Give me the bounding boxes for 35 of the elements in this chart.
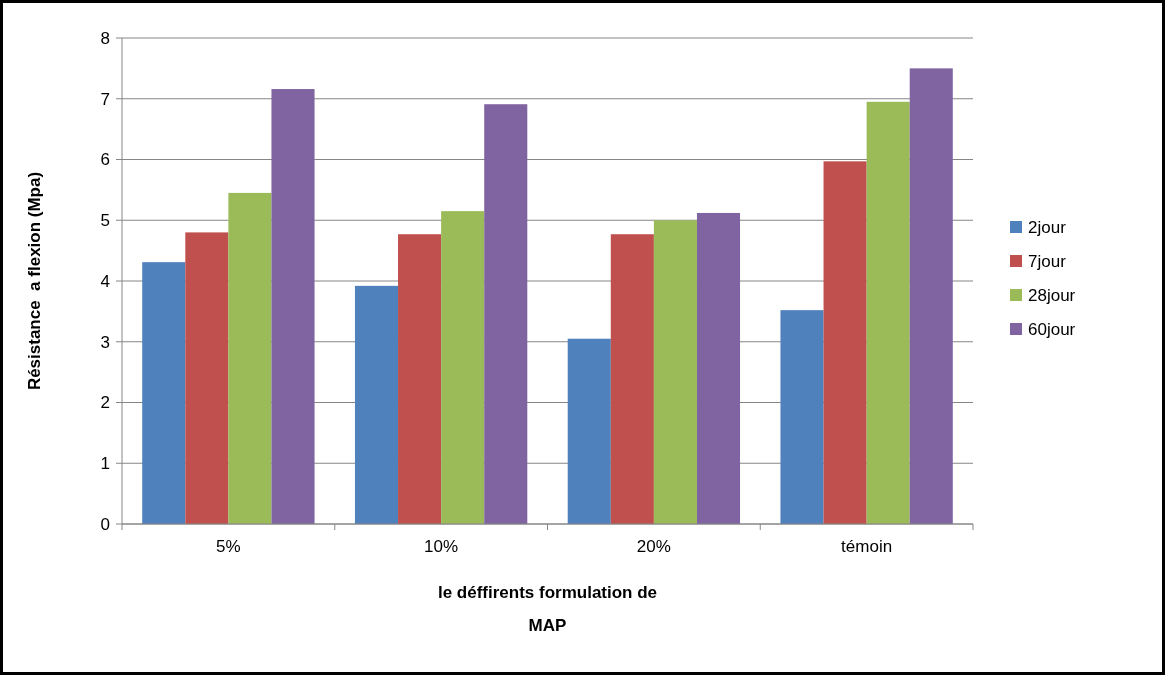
bar (696, 212, 741, 524)
legend-label: 2jour (1028, 217, 1067, 237)
bar (484, 104, 528, 524)
y-tick-label: 3 (100, 332, 110, 352)
bar (441, 211, 485, 524)
x-axis-title: le déffirents formulation de MAP (437, 583, 658, 635)
x-tick-label: 10% (424, 537, 459, 556)
y-tick-label: 5 (100, 211, 110, 231)
legend-label: 60jour (1028, 319, 1076, 339)
x-tick-label: 20% (636, 537, 671, 556)
y-tick-label: 0 (100, 514, 110, 534)
bar (866, 101, 910, 524)
bar (823, 161, 867, 524)
bar (228, 192, 272, 524)
bar (780, 310, 824, 524)
legend-label: 28jour (1028, 285, 1076, 305)
y-axis-title: Résistance a flexion (Mpa) (25, 171, 44, 391)
y-tick-label: 8 (100, 28, 110, 48)
y-tick-label: 1 (100, 454, 110, 474)
y-tick-label: 7 (100, 89, 110, 109)
bar (142, 262, 186, 524)
y-tick-label: 4 (100, 271, 110, 291)
bar (398, 234, 442, 524)
bar (909, 68, 953, 524)
bar (653, 220, 697, 524)
legend-label: 7jour (1028, 251, 1067, 271)
bar (271, 89, 315, 524)
x-tick-label: 5% (216, 537, 241, 556)
bar (354, 285, 399, 524)
bar (185, 232, 229, 524)
x-tick-label: témoin (841, 537, 893, 556)
bar (567, 338, 611, 524)
bar (610, 234, 654, 524)
y-tick-label: 2 (100, 393, 110, 413)
y-tick-label: 6 (100, 150, 110, 170)
